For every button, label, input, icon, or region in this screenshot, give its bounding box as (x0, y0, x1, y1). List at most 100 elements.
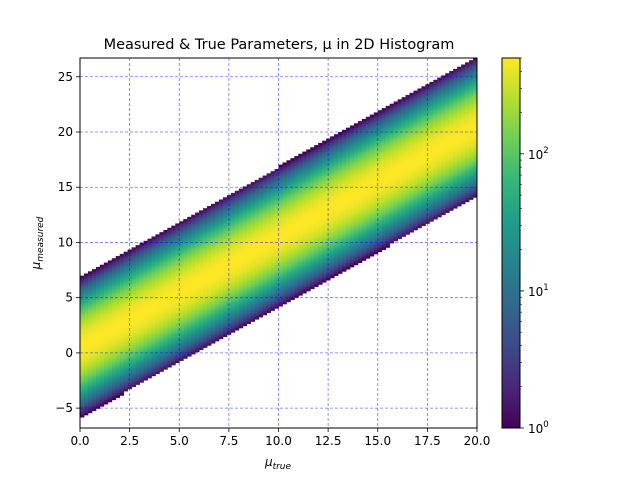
histogram-cell (211, 264, 216, 268)
histogram-cell (254, 299, 260, 303)
histogram-cell (330, 214, 335, 218)
histogram-cell (80, 343, 85, 346)
histogram-cell (131, 264, 136, 268)
histogram-cell (294, 190, 299, 194)
histogram-cell (91, 360, 97, 364)
histogram-cell (187, 323, 192, 327)
histogram-cell (187, 334, 192, 337)
histogram-cell (195, 295, 200, 298)
histogram-cell (234, 266, 240, 270)
histogram-cell (111, 299, 117, 303)
histogram-cell (373, 197, 379, 200)
histogram-cell (183, 225, 188, 229)
histogram-cell (322, 258, 327, 261)
histogram-cell (369, 123, 375, 126)
histogram-cell (107, 295, 113, 298)
histogram-cell (135, 347, 140, 351)
histogram-cell (330, 229, 335, 233)
histogram-cell (349, 206, 355, 209)
histogram-cell (207, 290, 212, 294)
histogram-cell (381, 114, 387, 118)
histogram-cell (214, 249, 220, 253)
histogram-cell (357, 129, 363, 133)
histogram-cell (87, 332, 93, 335)
histogram-cell (207, 293, 212, 296)
histogram-cell (318, 280, 323, 283)
histogram-cell (274, 247, 279, 250)
histogram-cell (278, 229, 283, 233)
histogram-cell (95, 303, 101, 307)
histogram-cell (278, 208, 283, 211)
histogram-cell (246, 260, 252, 263)
histogram-cell (87, 382, 93, 385)
histogram-cell (119, 286, 125, 290)
histogram-cell (99, 310, 105, 314)
histogram-cell (342, 238, 347, 242)
histogram-cell (274, 201, 279, 205)
histogram-cell (163, 314, 168, 318)
histogram-cell (294, 210, 299, 213)
histogram-cell (258, 236, 264, 240)
histogram-cell (357, 188, 363, 192)
histogram-cell (342, 236, 347, 240)
histogram-cell (334, 134, 339, 137)
histogram-cell (218, 201, 224, 205)
histogram-cell (345, 221, 351, 224)
histogram-cell (119, 336, 125, 340)
histogram-cell (103, 330, 109, 333)
histogram-cell (342, 264, 347, 268)
histogram-cell (139, 264, 144, 268)
histogram-cell (91, 408, 97, 411)
histogram-cell (155, 306, 160, 309)
histogram-cell (167, 303, 172, 307)
histogram-cell (330, 253, 335, 257)
histogram-cell (334, 203, 339, 207)
histogram-cell (334, 260, 339, 263)
histogram-cell (318, 214, 323, 218)
histogram-cell (326, 140, 331, 144)
histogram-cell (211, 275, 216, 279)
histogram-cell (211, 243, 216, 246)
histogram-cell (298, 273, 303, 277)
histogram-cell (123, 310, 129, 314)
histogram-cell (171, 325, 176, 329)
histogram-cell (151, 303, 156, 307)
histogram-cell (250, 319, 256, 322)
histogram-cell (242, 273, 248, 277)
histogram-cell (167, 297, 172, 300)
histogram-cell (262, 186, 267, 189)
histogram-cell (381, 192, 387, 196)
histogram-cell (115, 299, 121, 303)
histogram-cell (151, 236, 156, 240)
histogram-cell (262, 188, 267, 192)
histogram-cell (155, 323, 160, 327)
histogram-cell (111, 312, 117, 316)
histogram-cell (83, 354, 89, 357)
histogram-cell (365, 225, 371, 229)
histogram-cell (91, 347, 97, 351)
histogram-cell (310, 203, 315, 207)
histogram-cell (345, 177, 351, 181)
histogram-cell (87, 377, 93, 381)
histogram-cell (234, 212, 240, 216)
histogram-cell (282, 236, 287, 240)
histogram-cell (298, 277, 303, 281)
histogram-cell (203, 332, 208, 335)
histogram-cell (330, 182, 335, 185)
histogram-cell (373, 210, 379, 213)
histogram-cell (83, 325, 89, 329)
histogram-cell (179, 229, 184, 233)
histogram-cell (99, 362, 105, 366)
histogram-cell (230, 264, 236, 268)
histogram-cell (95, 308, 101, 311)
histogram-cell (310, 262, 315, 266)
histogram-cell (230, 227, 236, 231)
histogram-cell (207, 343, 212, 346)
histogram-cell (278, 219, 283, 222)
histogram-cell (155, 325, 160, 329)
histogram-cell (123, 369, 129, 372)
histogram-cell (345, 214, 351, 218)
histogram-cell (322, 221, 327, 224)
histogram-cell (294, 251, 299, 255)
histogram-cell (103, 288, 109, 292)
